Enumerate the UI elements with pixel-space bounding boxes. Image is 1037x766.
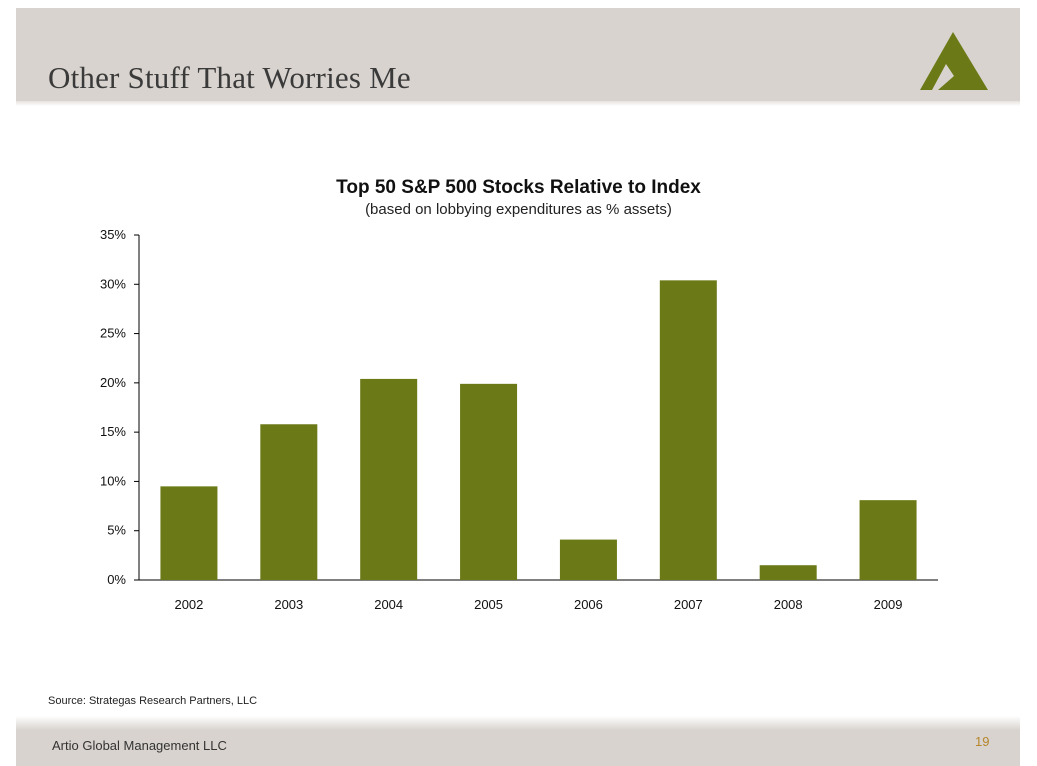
bar xyxy=(360,378,418,580)
y-tick-label: 35% xyxy=(100,227,126,242)
x-tick-label: 2008 xyxy=(774,597,803,612)
artio-logo-icon xyxy=(920,32,988,90)
footer-band xyxy=(16,716,1020,766)
chart-subtitle: (based on lobbying expenditures as % ass… xyxy=(365,201,672,218)
x-tick-label: 2004 xyxy=(374,597,403,612)
chart-title: Top 50 S&P 500 Stocks Relative to Index xyxy=(336,177,701,198)
y-tick-label: 30% xyxy=(100,276,126,291)
source-note: Source: Strategas Research Partners, LLC xyxy=(48,695,258,707)
x-tick-label: 2002 xyxy=(174,597,203,612)
bar xyxy=(759,565,817,580)
header-divider xyxy=(16,101,1020,106)
y-tick-label: 0% xyxy=(107,572,126,587)
x-tick-label: 2003 xyxy=(274,597,303,612)
slide-title: Other Stuff That Worries Me xyxy=(48,60,411,95)
y-tick-label: 5% xyxy=(107,523,126,538)
x-tick-label: 2007 xyxy=(674,597,703,612)
header-band xyxy=(16,8,1020,101)
bar xyxy=(160,486,218,580)
bar xyxy=(260,424,318,580)
bar xyxy=(559,539,617,580)
company-name: Artio Global Management LLC xyxy=(52,738,227,753)
x-tick-label: 2005 xyxy=(474,597,503,612)
bar xyxy=(859,500,917,580)
bar xyxy=(659,280,717,580)
page-number: 19 xyxy=(975,734,990,749)
y-tick-label: 15% xyxy=(100,424,126,439)
x-tick-label: 2009 xyxy=(874,597,903,612)
x-tick-label: 2006 xyxy=(574,597,603,612)
y-tick-label: 10% xyxy=(100,473,126,488)
y-tick-label: 20% xyxy=(100,375,126,390)
bar xyxy=(460,383,518,580)
y-tick-label: 25% xyxy=(100,326,126,341)
